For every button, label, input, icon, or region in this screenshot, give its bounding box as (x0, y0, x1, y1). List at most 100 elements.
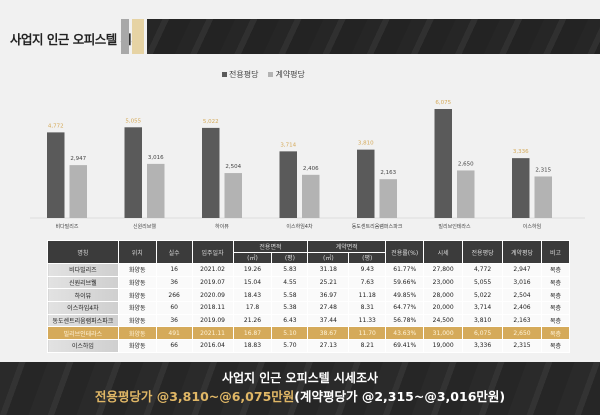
table-cell: 36 (155, 313, 193, 328)
table-cell: 2019.07 (191, 275, 234, 290)
header-banner (147, 19, 600, 54)
table-cell: 5,055 (462, 275, 504, 290)
table-cell: 16 (155, 263, 193, 277)
table-cell: 17.8 (232, 301, 273, 315)
th-date: 입주일자 (191, 240, 234, 264)
table-cell: 491 (155, 326, 193, 341)
bar-contract (534, 176, 552, 218)
table-cell: 8.31 (348, 301, 387, 315)
table-cell: 5.70 (271, 339, 309, 353)
bar-excl (434, 109, 452, 218)
table-cell: 2,406 (502, 301, 542, 315)
table-cell: 27.13 (307, 339, 350, 353)
table-cell: 9.43 (348, 263, 387, 277)
table-cell: 복층 (540, 288, 571, 303)
table-cell: 11.70 (348, 326, 387, 341)
table-cell: 69.41% (385, 339, 425, 353)
table-cell: 5.83 (271, 263, 309, 277)
data-label: 2,163 (380, 170, 396, 176)
th-note: 비고 (540, 240, 571, 264)
table-cell: 2,504 (502, 288, 542, 303)
table-cell: 15.04 (232, 275, 273, 290)
th-loc: 위치 (117, 240, 157, 264)
th-name: 명칭 (47, 240, 119, 264)
th-excl-py: 전용평당 (462, 240, 504, 264)
data-label: 2,650 (458, 161, 474, 167)
th-units: 실수 (155, 240, 193, 264)
legend-label: 전용평당 (229, 70, 259, 79)
table-cell: 38.67 (307, 326, 350, 341)
table-cell: 31,000 (423, 326, 464, 341)
decor-bar-beige (132, 19, 144, 54)
table-cell: 16.87 (232, 326, 273, 341)
th-py: (평) (348, 251, 387, 264)
table-cell: 2021.11 (191, 326, 234, 341)
x-tick-label: 빌리브인테라스 (438, 223, 471, 230)
table-cell: 3,810 (462, 313, 504, 328)
table-cell: 화양동 (117, 263, 157, 277)
table-cell: 6,075 (462, 326, 504, 341)
x-tick-label: 비다빌리즈 (55, 223, 78, 230)
table-cell: 64.77% (385, 301, 425, 315)
th-price: 시세 (423, 240, 464, 264)
table-cell: 24,500 (423, 313, 464, 328)
table-cell: 20,000 (423, 301, 464, 315)
x-tick-label: 신원리브웰 (133, 223, 156, 230)
bar-contract (457, 170, 475, 218)
table-cell: 2016.04 (191, 339, 234, 353)
table-cell: 신원리브웰 (47, 275, 119, 290)
table-cell: 18.43 (232, 288, 273, 303)
data-label: 3,336 (513, 149, 529, 155)
chart-legend: 전용평당 계약평당 (222, 69, 305, 80)
data-label: 5,022 (203, 119, 219, 125)
data-label: 3,714 (280, 142, 296, 148)
th-con-py: 계약평당 (502, 240, 542, 264)
table-cell: 27.48 (307, 301, 350, 315)
table-cell: 36.97 (307, 288, 350, 303)
table-cell: 화양동 (117, 275, 157, 290)
table-cell: 59.66% (385, 275, 425, 290)
table-cell: 28,000 (423, 288, 464, 303)
table-row: 동도센트리움램퍼스파크 화양동 36 2019.09 21.26 6.43 37.44 11.… (47, 313, 571, 328)
table-cell: 5.58 (271, 288, 309, 303)
x-tick-label: 동도센트리움램퍼스파크 (352, 223, 403, 230)
table-cell: 37.44 (307, 313, 350, 328)
table-cell: 18.83 (232, 339, 273, 353)
x-tick-label: 이스하임 (523, 223, 541, 230)
table-cell: 화양동 (117, 301, 157, 315)
table-cell: 2,163 (502, 313, 542, 328)
data-label: 3,016 (148, 155, 164, 161)
data-label: 2,406 (303, 166, 319, 172)
data-label: 2,504 (225, 164, 241, 170)
table-cell: 화양동 (117, 313, 157, 328)
data-label: 5,055 (125, 118, 141, 124)
table-cell: 6.43 (271, 313, 309, 328)
bar-contract (224, 173, 242, 218)
table-row: 신원리브웰 화양동 36 2019.07 15.04 4.55 25.21 7.63 59.66… (47, 275, 571, 290)
data-label: 2,947 (70, 156, 86, 162)
table-cell: 복층 (540, 275, 571, 290)
table-cell: 66 (155, 339, 193, 353)
table-cell: 화양동 (117, 339, 157, 353)
table-cell: 4.55 (271, 275, 309, 290)
table-cell: 61.77% (385, 263, 425, 277)
x-tick-label: 이스하임4차 (286, 223, 313, 230)
table-cell: 2,315 (502, 339, 542, 353)
decor-bar-gray (121, 19, 129, 54)
table-cell: 3,336 (462, 339, 504, 353)
table-cell: 266 (155, 288, 193, 303)
table-cell: 5,022 (462, 288, 504, 303)
table-cell: 5.10 (271, 326, 309, 341)
footer-contract-range: (계약평당가 @2,315~@3,016만원) (294, 389, 506, 404)
bar-excl (124, 127, 142, 218)
table-cell: 2018.11 (191, 301, 234, 315)
table-cell: 56.78% (385, 313, 425, 328)
th-py: (평) (271, 251, 309, 264)
data-label: 3,810 (358, 141, 374, 147)
table-cell: 복층 (540, 313, 571, 328)
table-cell: 49.85% (385, 288, 425, 303)
table-cell: 43.63% (385, 326, 425, 341)
table-cell: 31.18 (307, 263, 350, 277)
table-cell: 하이뷰 (47, 288, 119, 303)
legend-item-excl: 전용평당 (222, 69, 258, 80)
